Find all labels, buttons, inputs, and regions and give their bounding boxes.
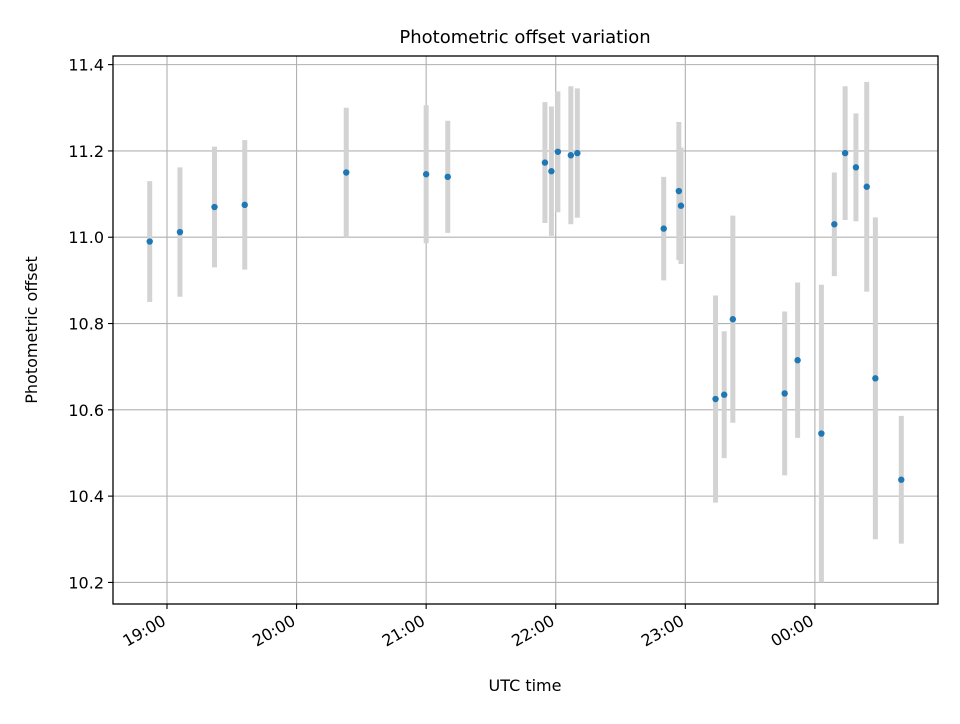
y-tick-label: 10.8 [68,315,104,334]
data-point [548,168,555,175]
data-point [146,238,153,245]
data-point [444,173,451,181]
data-point [720,391,728,398]
data-point [176,228,184,236]
data-point [554,148,562,155]
data-point [574,149,581,157]
data-point [712,395,719,403]
data-point [422,171,430,178]
y-tick-label: 10.4 [68,487,104,506]
chart-title: Photometric offset variation [399,27,650,48]
data-point [781,390,788,397]
y-tick-label: 10.6 [68,401,104,420]
data-point [863,183,870,190]
data-point [677,202,685,209]
data-point [852,164,860,171]
data-point [211,203,218,211]
data-point [343,169,350,176]
data-point [841,149,849,157]
data-points [146,148,905,483]
y-axis-label: Photometric offset [22,256,41,404]
data-point [872,375,879,382]
data-point [729,316,737,323]
data-point [831,221,838,228]
data-point [541,159,549,166]
y-tick-label: 11.0 [68,228,104,247]
grid [113,56,938,604]
plot-frame [112,55,939,605]
y-tick-label: 10.2 [68,573,104,592]
data-point [818,430,825,437]
data-point [567,152,575,159]
y-tick-label: 11.4 [68,56,104,75]
data-point [898,476,905,483]
y-tick-label: 11.2 [68,142,104,161]
data-point [794,357,801,364]
data-point [660,225,667,232]
x-axis-label: UTC time [489,676,562,695]
data-point [675,187,683,195]
data-point [241,201,248,209]
